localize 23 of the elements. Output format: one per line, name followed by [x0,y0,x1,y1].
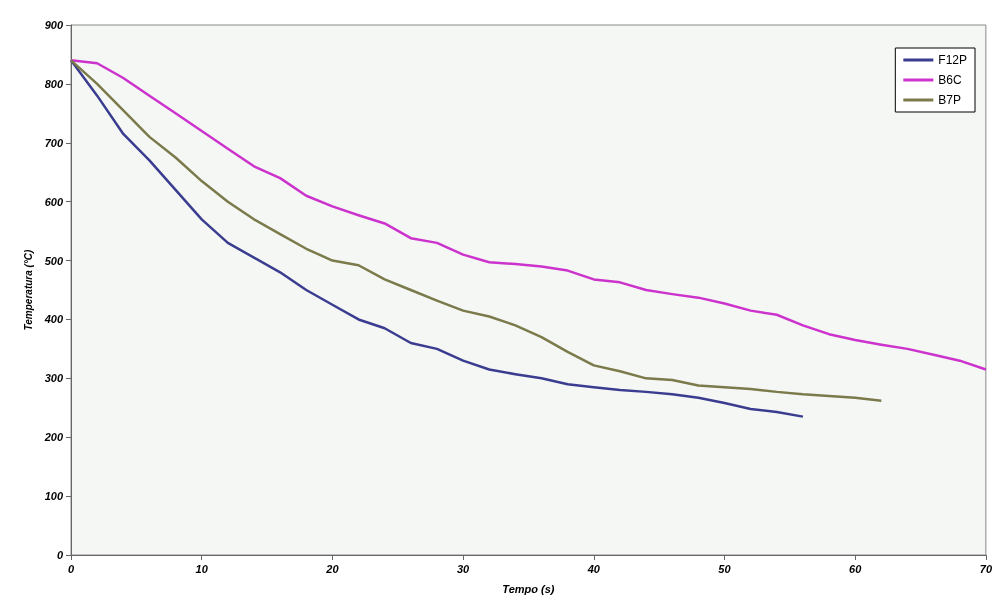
x-tick-label: 0 [67,562,75,575]
y-tick-label: 300 [44,372,64,385]
legend-label: B7P [938,93,962,107]
x-tick-label: 70 [979,562,993,575]
y-tick-label: 800 [44,77,64,90]
x-tick-label: 60 [849,562,863,575]
y-tick-label: 700 [44,136,64,149]
y-axis-title: Temperatura (°C) [22,248,34,331]
y-tick-label: 400 [43,313,64,326]
y-tick-label: 900 [44,19,64,31]
y-tick-label: 0 [56,549,64,561]
x-axis-title: Tempo (s) [502,582,555,595]
x-tick-label: 30 [456,562,471,575]
legend-label: F12P [938,53,968,67]
x-tick-label: 50 [718,562,732,575]
x-tick-label: 20 [325,562,340,575]
x-tick-label: 10 [195,562,209,575]
y-tick-label: 200 [43,431,64,444]
y-tick-label: 500 [44,254,64,267]
y-tick-label: 100 [44,490,64,503]
x-tick-label: 40 [586,562,601,575]
y-tick-label: 600 [44,195,64,208]
legend-label: B6C [938,73,962,87]
